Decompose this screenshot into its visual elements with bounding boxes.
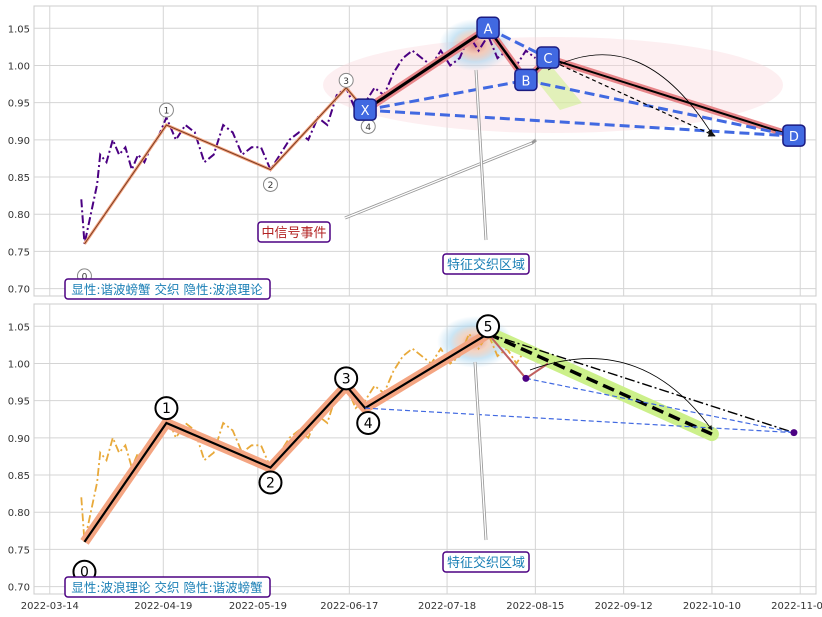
top-panel-frame <box>33 5 817 297</box>
y-tick-label: 0.85 <box>8 173 30 184</box>
annotation-arrow-3-inner <box>474 361 487 541</box>
wave-label-circle-bottom <box>154 396 179 421</box>
y-tick-label: 0.75 <box>8 545 30 556</box>
wave-label-top: 4 <box>365 123 371 133</box>
x-tick-label: 2022-06-17 <box>320 601 378 612</box>
feature-zone-box-bottom <box>442 551 530 573</box>
x-tick-label: 2022-07-18 <box>418 601 476 612</box>
curved-arrow-bottom <box>529 358 713 431</box>
signal-event-box <box>257 221 331 243</box>
wave-label-top: 3 <box>343 77 349 87</box>
wave-label-circle-bottom <box>356 410 381 435</box>
top-grid: 0.70 0.75 0.80 0.85 0.90 0.95 1.00 1.05 <box>8 6 816 296</box>
curved-arrow-top <box>547 54 713 135</box>
feature-zone-label-bottom: 特征交织区域 <box>447 555 525 571</box>
wave-label-top: 0 <box>82 272 88 282</box>
cd-leg <box>547 57 795 138</box>
feature-zone-label-top: 特征交织区域 <box>447 257 525 273</box>
y-tick-label: 0.75 <box>8 247 30 258</box>
bottom-panel: 0 1 2 3 4 5 <box>72 314 798 584</box>
legend-box-top <box>64 278 271 300</box>
annotation-arrow-1-inner <box>344 142 533 219</box>
wave-label-top: 1 <box>164 107 170 117</box>
xa-leg <box>364 27 489 112</box>
pattern-dashed-bottom-2 <box>525 377 795 434</box>
pattern-point-label: D <box>789 130 799 145</box>
pattern-point-box <box>782 124 806 147</box>
wave-path-top <box>84 87 366 245</box>
pattern-point-box <box>536 46 560 69</box>
pattern-point-marker-bottom <box>790 429 798 437</box>
y-tick-label: 1.00 <box>8 359 30 370</box>
feature-zone-box-top <box>442 253 530 275</box>
pattern-point-label: A <box>484 22 493 37</box>
bottom-grid: 0.70 0.75 0.80 0.85 0.90 0.95 1.00 1.05 2022-03-… <box>8 304 822 612</box>
wave-label-bottom: 5 <box>484 319 493 335</box>
wave-path-bottom <box>83 332 489 543</box>
y-tick-label: 0.80 <box>8 210 30 221</box>
annotation-arrow-2-inner <box>475 69 487 241</box>
pattern-point-marker-bottom <box>522 374 530 382</box>
wave-label-bottom: 4 <box>364 416 373 432</box>
x-tick-label: 2022-11-07 <box>771 601 822 612</box>
wave-label-top: 2 <box>268 181 274 191</box>
bottom-panel-frame <box>33 303 817 595</box>
y-tick-label: 0.80 <box>8 508 30 519</box>
pattern-dashed-line <box>525 78 795 138</box>
y-tick-label: 0.70 <box>8 583 30 594</box>
wave-label-circle-top <box>338 72 354 88</box>
x-tick-label: 2022-03-14 <box>21 601 79 612</box>
wave-label-bottom: 1 <box>162 401 171 417</box>
pattern-point-label: C <box>543 52 552 67</box>
x-tick-label: 2022-09-12 <box>595 601 653 612</box>
y-tick-label: 0.90 <box>8 434 30 445</box>
target-zone-top <box>528 62 582 110</box>
x-tick-label: 2022-10-10 <box>683 601 741 612</box>
x-tick-label: 2022-05-19 <box>229 601 287 612</box>
wave-label-circle-top <box>262 176 278 192</box>
legend-box-bottom <box>64 576 271 598</box>
top-panel: 0 1 2 3 4 X A BC D <box>76 16 806 284</box>
pattern-point-label: X <box>361 104 370 119</box>
pattern-point-box <box>514 68 538 92</box>
wave-label-circle-top <box>158 102 174 118</box>
legend-text-top: 显性:谐波螃蟹 交织 隐性:波浪理论 <box>71 282 263 297</box>
pattern-dashed-line <box>364 78 527 112</box>
pattern-dashed-line <box>487 26 549 60</box>
y-tick-label: 1.00 <box>8 61 30 72</box>
y-tick-label: 0.95 <box>8 99 30 110</box>
projection-arrow-top <box>553 61 716 137</box>
pattern-dashed-line <box>364 108 795 138</box>
y-tick-label: 0.90 <box>8 136 30 147</box>
x-tick-label: 2022-08-15 <box>506 601 564 612</box>
projection-line-bottom <box>487 332 713 436</box>
y-tick-label: 0.85 <box>8 471 30 482</box>
pattern-point-label: B <box>521 74 530 89</box>
y-tick-label: 0.70 <box>8 285 30 296</box>
wave-label-circle-bottom <box>258 470 283 495</box>
wave-label-bottom: 2 <box>266 475 275 491</box>
signal-event-label: 中信号事件 <box>261 226 326 241</box>
y-tick-label: 1.05 <box>8 322 30 333</box>
x-tick-label: 2022-04-19 <box>134 601 192 612</box>
wave-label-bottom: 3 <box>342 371 351 387</box>
price-series-top <box>80 33 537 245</box>
y-tick-label: 1.05 <box>8 24 30 35</box>
legend-text-bottom: 显性:波浪理论 交织 隐性:谐波螃蟹 <box>71 580 262 595</box>
wave-label-bottom: 0 <box>80 565 89 581</box>
y-tick-label: 0.95 <box>8 397 30 408</box>
wave-label-circle-bottom <box>476 314 501 339</box>
pattern-point-box <box>476 16 500 40</box>
pattern-point-box <box>353 98 377 121</box>
wave-label-circle-bottom <box>334 366 359 391</box>
